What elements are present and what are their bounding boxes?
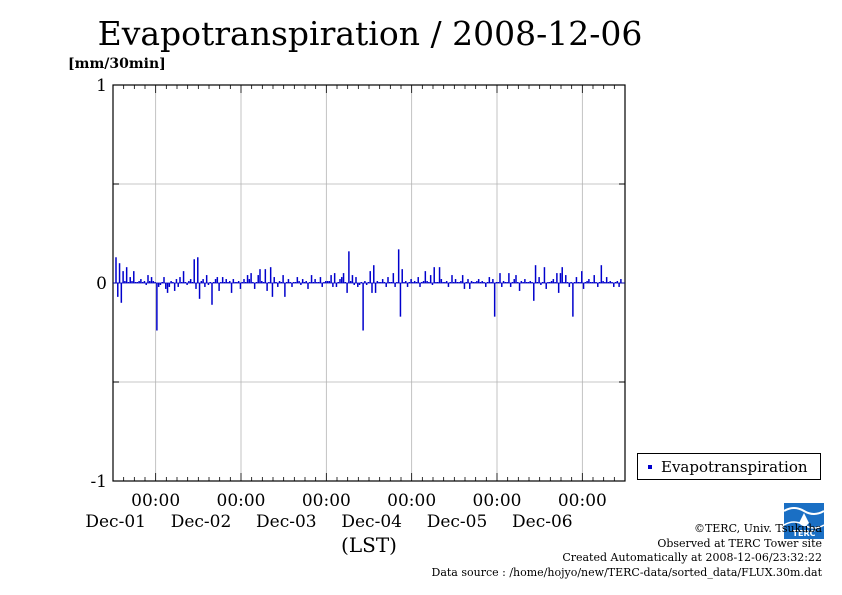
logo-text: TERC [793, 529, 816, 538]
data-series-bars [113, 249, 625, 331]
credit-source: Data source : /home/hojyo/new/TERC-data/… [431, 565, 823, 579]
x-tick-date-label: Dec-01 [85, 512, 146, 532]
x-tick-time-label: 00:00 [473, 491, 522, 511]
x-tick-time-label: 00:00 [302, 491, 351, 511]
x-axis-title: (LST) [341, 533, 397, 557]
x-tick-date-label: Dec-04 [341, 512, 402, 532]
y-tick-labels: 1 0 -1 [90, 76, 107, 492]
terc-logo-icon: TERC [784, 503, 824, 539]
credit-copyright: ©TERC, Univ. Tsukuba [693, 522, 822, 535]
x-tick-time-label: 00:00 [387, 491, 436, 511]
x-tick-time-label: 00:00 [217, 491, 266, 511]
x-tick-date-label: Dec-05 [427, 512, 488, 532]
y-tick-label: -1 [90, 472, 107, 492]
credit-created: Created Automatically at 2008-12-06/23:3… [562, 551, 822, 564]
x-tick-time-label: 00:00 [131, 491, 180, 511]
x-tick-time-label: 00:00 [558, 491, 607, 511]
x-tick-date-label: Dec-06 [512, 512, 573, 532]
y-tick-label: 1 [96, 76, 107, 96]
chart-title: Evapotranspiration / 2008-12-06 [97, 14, 643, 53]
credits-block: ©TERC, Univ. Tsukuba Observed at TERC To… [432, 522, 823, 580]
x-tick-date-label: Dec-02 [171, 512, 232, 532]
legend: Evapotranspiration [637, 453, 821, 480]
y-tick-label: 0 [96, 274, 107, 294]
y-axis-unit-label: [mm/30min] [68, 56, 166, 72]
legend-label: Evapotranspiration [661, 457, 808, 476]
legend-swatch [648, 464, 652, 469]
x-tick-labels: 00:00Dec-0100:00Dec-0200:00Dec-0300:00De… [85, 491, 606, 532]
x-tick-date-label: Dec-03 [256, 512, 317, 532]
credit-observed: Observed at TERC Tower site [657, 536, 822, 550]
